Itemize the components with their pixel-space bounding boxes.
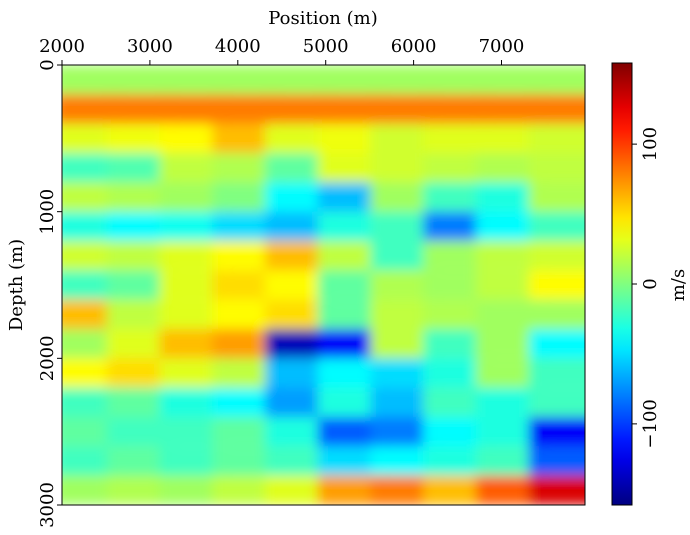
y-axis-title: Depth (m): [6, 239, 27, 331]
heatmap-cell: [528, 446, 585, 476]
y-tick-label: 1000: [37, 189, 58, 235]
heatmap-cell: [528, 475, 585, 505]
heatmap-cell: [528, 65, 585, 95]
x-tick-label: 2000: [39, 36, 85, 57]
heatmap-cell: [528, 358, 585, 388]
x-tick-label: 6000: [391, 36, 437, 57]
heatmap-cell: [528, 299, 585, 329]
x-tick-label: 4000: [215, 36, 261, 57]
colorbar-tick-label: −100: [640, 399, 661, 448]
heatmap-cell: [528, 241, 585, 271]
heatmap-cell: [528, 417, 585, 447]
heatmap-cell: [528, 182, 585, 212]
x-tick-label: 5000: [303, 36, 349, 57]
plot-frame: [61, 64, 586, 506]
y-tick-label: 2000: [37, 335, 58, 381]
x-tick-label: 7000: [479, 36, 525, 57]
heatmap-cell: [528, 270, 585, 300]
heatmap-cells: [62, 65, 585, 505]
heatmap-cell: [528, 329, 585, 359]
heatmap: [62, 65, 585, 505]
x-tick-label: 3000: [127, 36, 173, 57]
colorbar-tick-label: 0: [640, 278, 661, 289]
heatmap-cell: [528, 153, 585, 183]
colorbar: [611, 62, 633, 506]
heatmap-cell: [528, 211, 585, 241]
colorbar-title: m/s: [668, 269, 689, 301]
y-tick-label: 0: [37, 59, 58, 70]
x-axis-title: Position (m): [268, 8, 377, 29]
y-tick-label: 3000: [37, 482, 58, 528]
heatmap-cell: [528, 387, 585, 417]
colorbar-tick-label: 100: [640, 127, 661, 161]
heatmap-cell: [528, 94, 585, 124]
heatmap-cell: [528, 123, 585, 153]
